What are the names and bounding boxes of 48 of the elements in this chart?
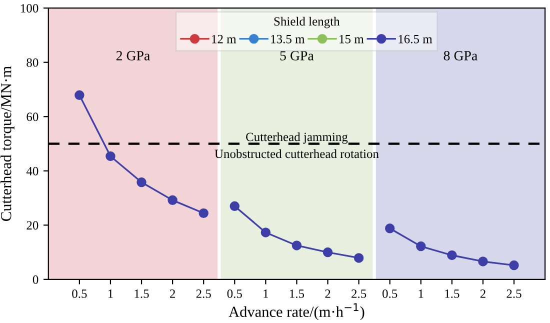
y-tick-label: 20 (26, 221, 38, 230)
x-tick-label: 2.5 (196, 290, 211, 298)
point (478, 256, 488, 266)
point (292, 240, 302, 250)
point (384, 224, 395, 234)
point (136, 177, 146, 188)
point (416, 241, 426, 252)
y-tick-label: 100 (21, 4, 38, 13)
x-tick-label: 0.5 (227, 289, 242, 298)
point (230, 201, 240, 211)
x-tick-label: 0.5 (72, 289, 87, 298)
legend-label: 13.5 m (271, 34, 305, 44)
x-tick-label: 2 (170, 290, 175, 298)
y-tick-label: 40 (26, 166, 38, 176)
point (447, 250, 457, 260)
x-tick-label: 2 (325, 290, 330, 298)
legend-label: 16.5 m (398, 34, 432, 44)
x-tick-label: 1.5 (134, 290, 149, 298)
legend-label: 15 m (340, 34, 364, 44)
x-tick-label: 1.5 (445, 290, 460, 298)
annotation: 2 GPa (116, 51, 150, 60)
point (354, 253, 364, 263)
annotation: Unobstructed cutterhead rotation (214, 149, 379, 158)
point (509, 260, 519, 270)
annotation: 8 GPa (444, 51, 478, 60)
point (322, 247, 333, 258)
point (168, 195, 178, 206)
y-tick-label: 60 (26, 112, 38, 122)
y-tick-label: 0 (32, 275, 38, 284)
x-tick-label: 2.5 (506, 290, 522, 298)
y-axis-title: Cutterhead torque/MN·m (0, 66, 14, 221)
legend-title: Shield length (274, 16, 340, 28)
x-tick-label: 1 (108, 290, 113, 298)
y-tick-label: 80 (26, 58, 38, 67)
point (260, 228, 271, 238)
point (198, 208, 208, 218)
x-axis-title: Advance rate/(m·h$^{−1}$) (228, 303, 364, 320)
x-tick-label: 2 (480, 290, 486, 298)
legend-label: 12 m (212, 34, 236, 44)
point (74, 90, 84, 100)
x-tick-label: 1 (418, 290, 424, 298)
ref-line-label: Cutterhead jamming (246, 132, 348, 144)
x-tick-label: 2.5 (352, 290, 366, 298)
annotation: 5 GPa (280, 51, 314, 60)
point (106, 151, 116, 162)
x-tick-label: 0.5 (382, 289, 398, 298)
x-tick-label: 1.5 (290, 290, 304, 298)
x-tick-label: 1 (264, 290, 268, 298)
